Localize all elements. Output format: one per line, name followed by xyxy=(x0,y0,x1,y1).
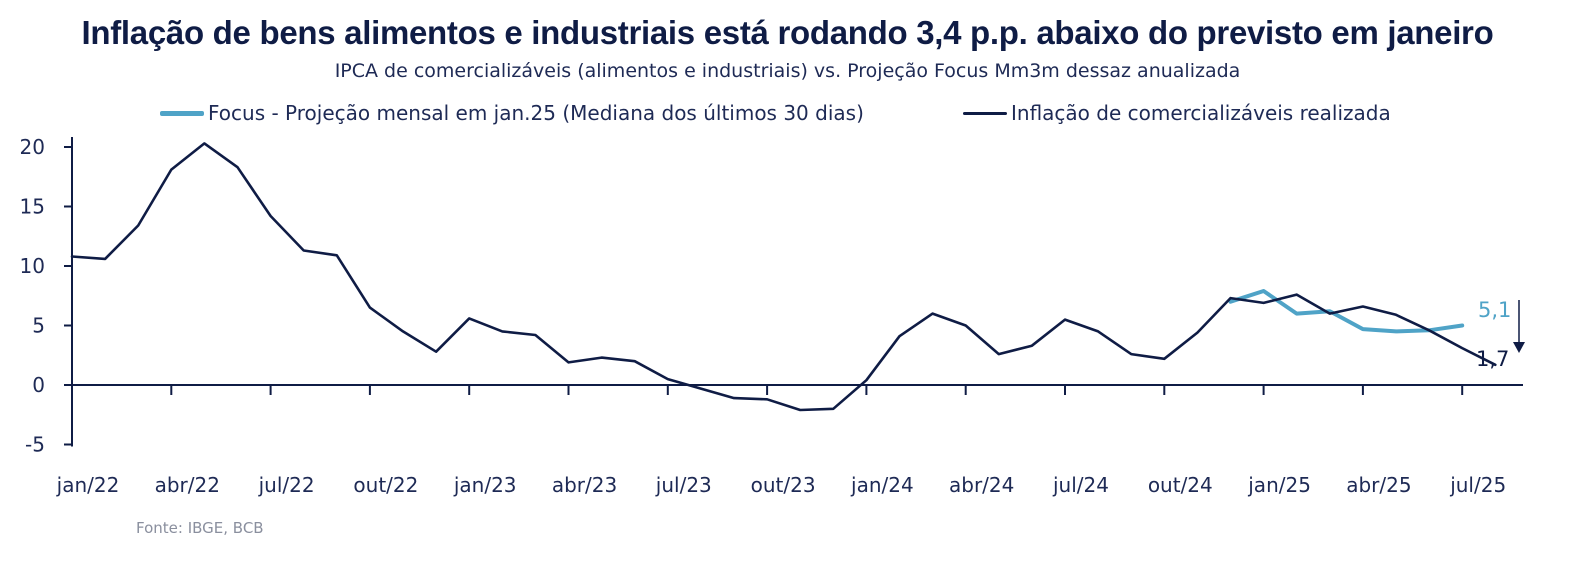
x-tick-label: out/23 xyxy=(751,473,816,497)
y-tick-label: 0 xyxy=(32,373,45,397)
legend-swatch-realizada xyxy=(963,111,1007,115)
source-note: Fonte: IBGE, BCB xyxy=(136,519,264,537)
x-tick-label: jan/25 xyxy=(1247,473,1311,497)
annotation-arrow-head xyxy=(1513,342,1525,353)
legend-label-focus: Focus - Projeção mensal em jan.25 (Media… xyxy=(208,101,864,125)
y-tick-label: 20 xyxy=(20,135,45,159)
x-tick-label: jul/25 xyxy=(1449,473,1506,497)
x-tick-label: jul/23 xyxy=(655,473,712,497)
x-tick-label: abr/22 xyxy=(155,473,220,497)
x-tick-label: abr/23 xyxy=(552,473,617,497)
x-tick-label: jan/23 xyxy=(453,473,517,497)
legend-item-focus: Focus - Projeção mensal em jan.25 (Media… xyxy=(160,99,864,127)
x-tick-label: out/22 xyxy=(353,473,418,497)
x-tick-label: abr/25 xyxy=(1346,473,1411,497)
series-line-focus xyxy=(1228,289,1465,334)
chart-title: Inflação de bens alimentos e industriais… xyxy=(81,14,1494,51)
end-label-realizada: 1,7 xyxy=(1476,347,1509,371)
legend-item-realizada: Inflação de comercializáveis realizada xyxy=(963,99,1391,127)
y-tick-label: 5 xyxy=(32,314,45,338)
x-tick-label: jul/22 xyxy=(258,473,315,497)
x-tick-label: out/24 xyxy=(1148,473,1213,497)
y-tick-label: 10 xyxy=(20,254,45,278)
series-line-realizada xyxy=(70,142,1497,412)
end-label-focus: 5,1 xyxy=(1478,298,1511,322)
x-tick-label: jan/24 xyxy=(850,473,914,497)
legend-label-realizada: Inflação de comercializáveis realizada xyxy=(1011,101,1391,125)
x-tick-label: abr/24 xyxy=(949,473,1014,497)
y-tick-label: 15 xyxy=(20,195,45,219)
legend-swatch-focus xyxy=(160,110,204,116)
y-tick-label: -5 xyxy=(25,433,45,457)
x-tick-label: jul/24 xyxy=(1052,473,1109,497)
x-tick-label: jan/22 xyxy=(56,473,120,497)
chart-subtitle: IPCA de comercializáveis (alimentos e in… xyxy=(334,60,1241,82)
